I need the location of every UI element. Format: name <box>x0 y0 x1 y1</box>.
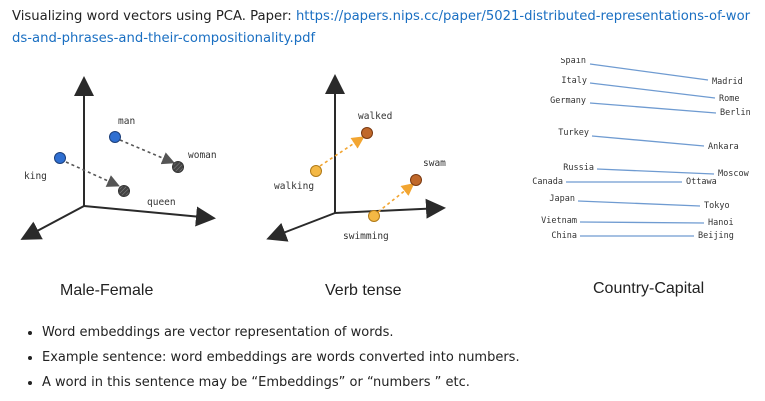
country-label: China <box>551 231 577 241</box>
man-point <box>109 131 121 143</box>
bullet-list: Word embeddings are vector representatio… <box>22 324 520 399</box>
capital-label: Moscow <box>718 169 750 179</box>
country-label: Vietnam <box>541 216 577 226</box>
walking-point <box>310 165 322 177</box>
capital-label: Beijing <box>698 231 734 241</box>
verb-tense-panel: walked walking swam swimming <box>266 74 446 242</box>
label-queen: queen <box>147 197 176 208</box>
queen-point <box>118 185 130 197</box>
label-king: king <box>24 171 47 182</box>
caption-male-female: Male-Female <box>60 282 154 299</box>
caption-country-capital: Country-Capital <box>593 280 705 297</box>
country-capital-link <box>591 135 705 147</box>
walking-walked-vector <box>319 136 365 167</box>
king-point <box>54 152 66 164</box>
label-swam: swam <box>423 158 446 169</box>
capital-label: Tokyo <box>704 201 730 211</box>
country-label: Spain <box>560 58 586 66</box>
country-capital-link <box>596 168 715 175</box>
walked-point <box>361 127 373 139</box>
country-capital-link <box>579 221 705 224</box>
capital-label: Madrid <box>712 77 743 87</box>
capital-label: Hanoi <box>708 218 734 228</box>
bullet-item: Word embeddings are vector representatio… <box>42 324 520 349</box>
capital-label: Rome <box>719 94 739 104</box>
country-capital-link <box>589 82 716 99</box>
swimming-swam-vector <box>377 183 415 213</box>
bullet-item: A word in this sentence may be “Embeddin… <box>42 374 520 399</box>
country-label: Japan <box>549 194 575 204</box>
caption-verb-tense: Verb tense <box>325 282 402 299</box>
axes-3d <box>20 76 216 240</box>
country-label: Russia <box>563 163 594 173</box>
country-capital-link <box>577 200 701 207</box>
male-female-panel: man woman king queen <box>20 76 217 240</box>
paper-link[interactable]: https://papers.nips.cc/paper/5021-distri… <box>12 9 751 46</box>
intro-text: Visualizing word vectors using PCA. Pape… <box>12 9 296 24</box>
label-walked: walked <box>358 111 392 122</box>
label-walking: walking <box>274 181 314 192</box>
bullet-item: Example sentence: word embeddings are wo… <box>42 349 520 374</box>
axes-3d <box>266 74 446 242</box>
swimming-point <box>368 210 380 222</box>
woman-point <box>172 161 184 173</box>
man-woman-vector <box>119 139 175 165</box>
swam-point <box>410 174 422 186</box>
word-vector-figure: man woman king queen walked walking swam… <box>0 58 765 308</box>
country-capital-link <box>589 63 709 81</box>
label-swimming: swimming <box>343 231 389 242</box>
intro-paragraph: Visualizing word vectors using PCA. Pape… <box>12 6 757 50</box>
country-label: Germany <box>550 96 586 106</box>
label-woman: woman <box>188 150 217 161</box>
country-capital-panel: Spain Madrid Italy Rome Germany Berlin Turkey A… <box>532 58 750 241</box>
country-label: Italy <box>561 76 587 86</box>
capital-label: Berlin <box>720 108 751 118</box>
country-capital-link <box>589 102 717 114</box>
label-man: man <box>118 116 135 127</box>
country-label: Canada <box>532 177 563 187</box>
capital-label: Ottawa <box>686 177 717 187</box>
capital-label: Ankara <box>708 142 739 152</box>
word-vector-illustration: man woman king queen walked walking swam… <box>20 58 751 242</box>
king-queen-vector <box>65 161 120 187</box>
country-label: Turkey <box>558 128 589 138</box>
